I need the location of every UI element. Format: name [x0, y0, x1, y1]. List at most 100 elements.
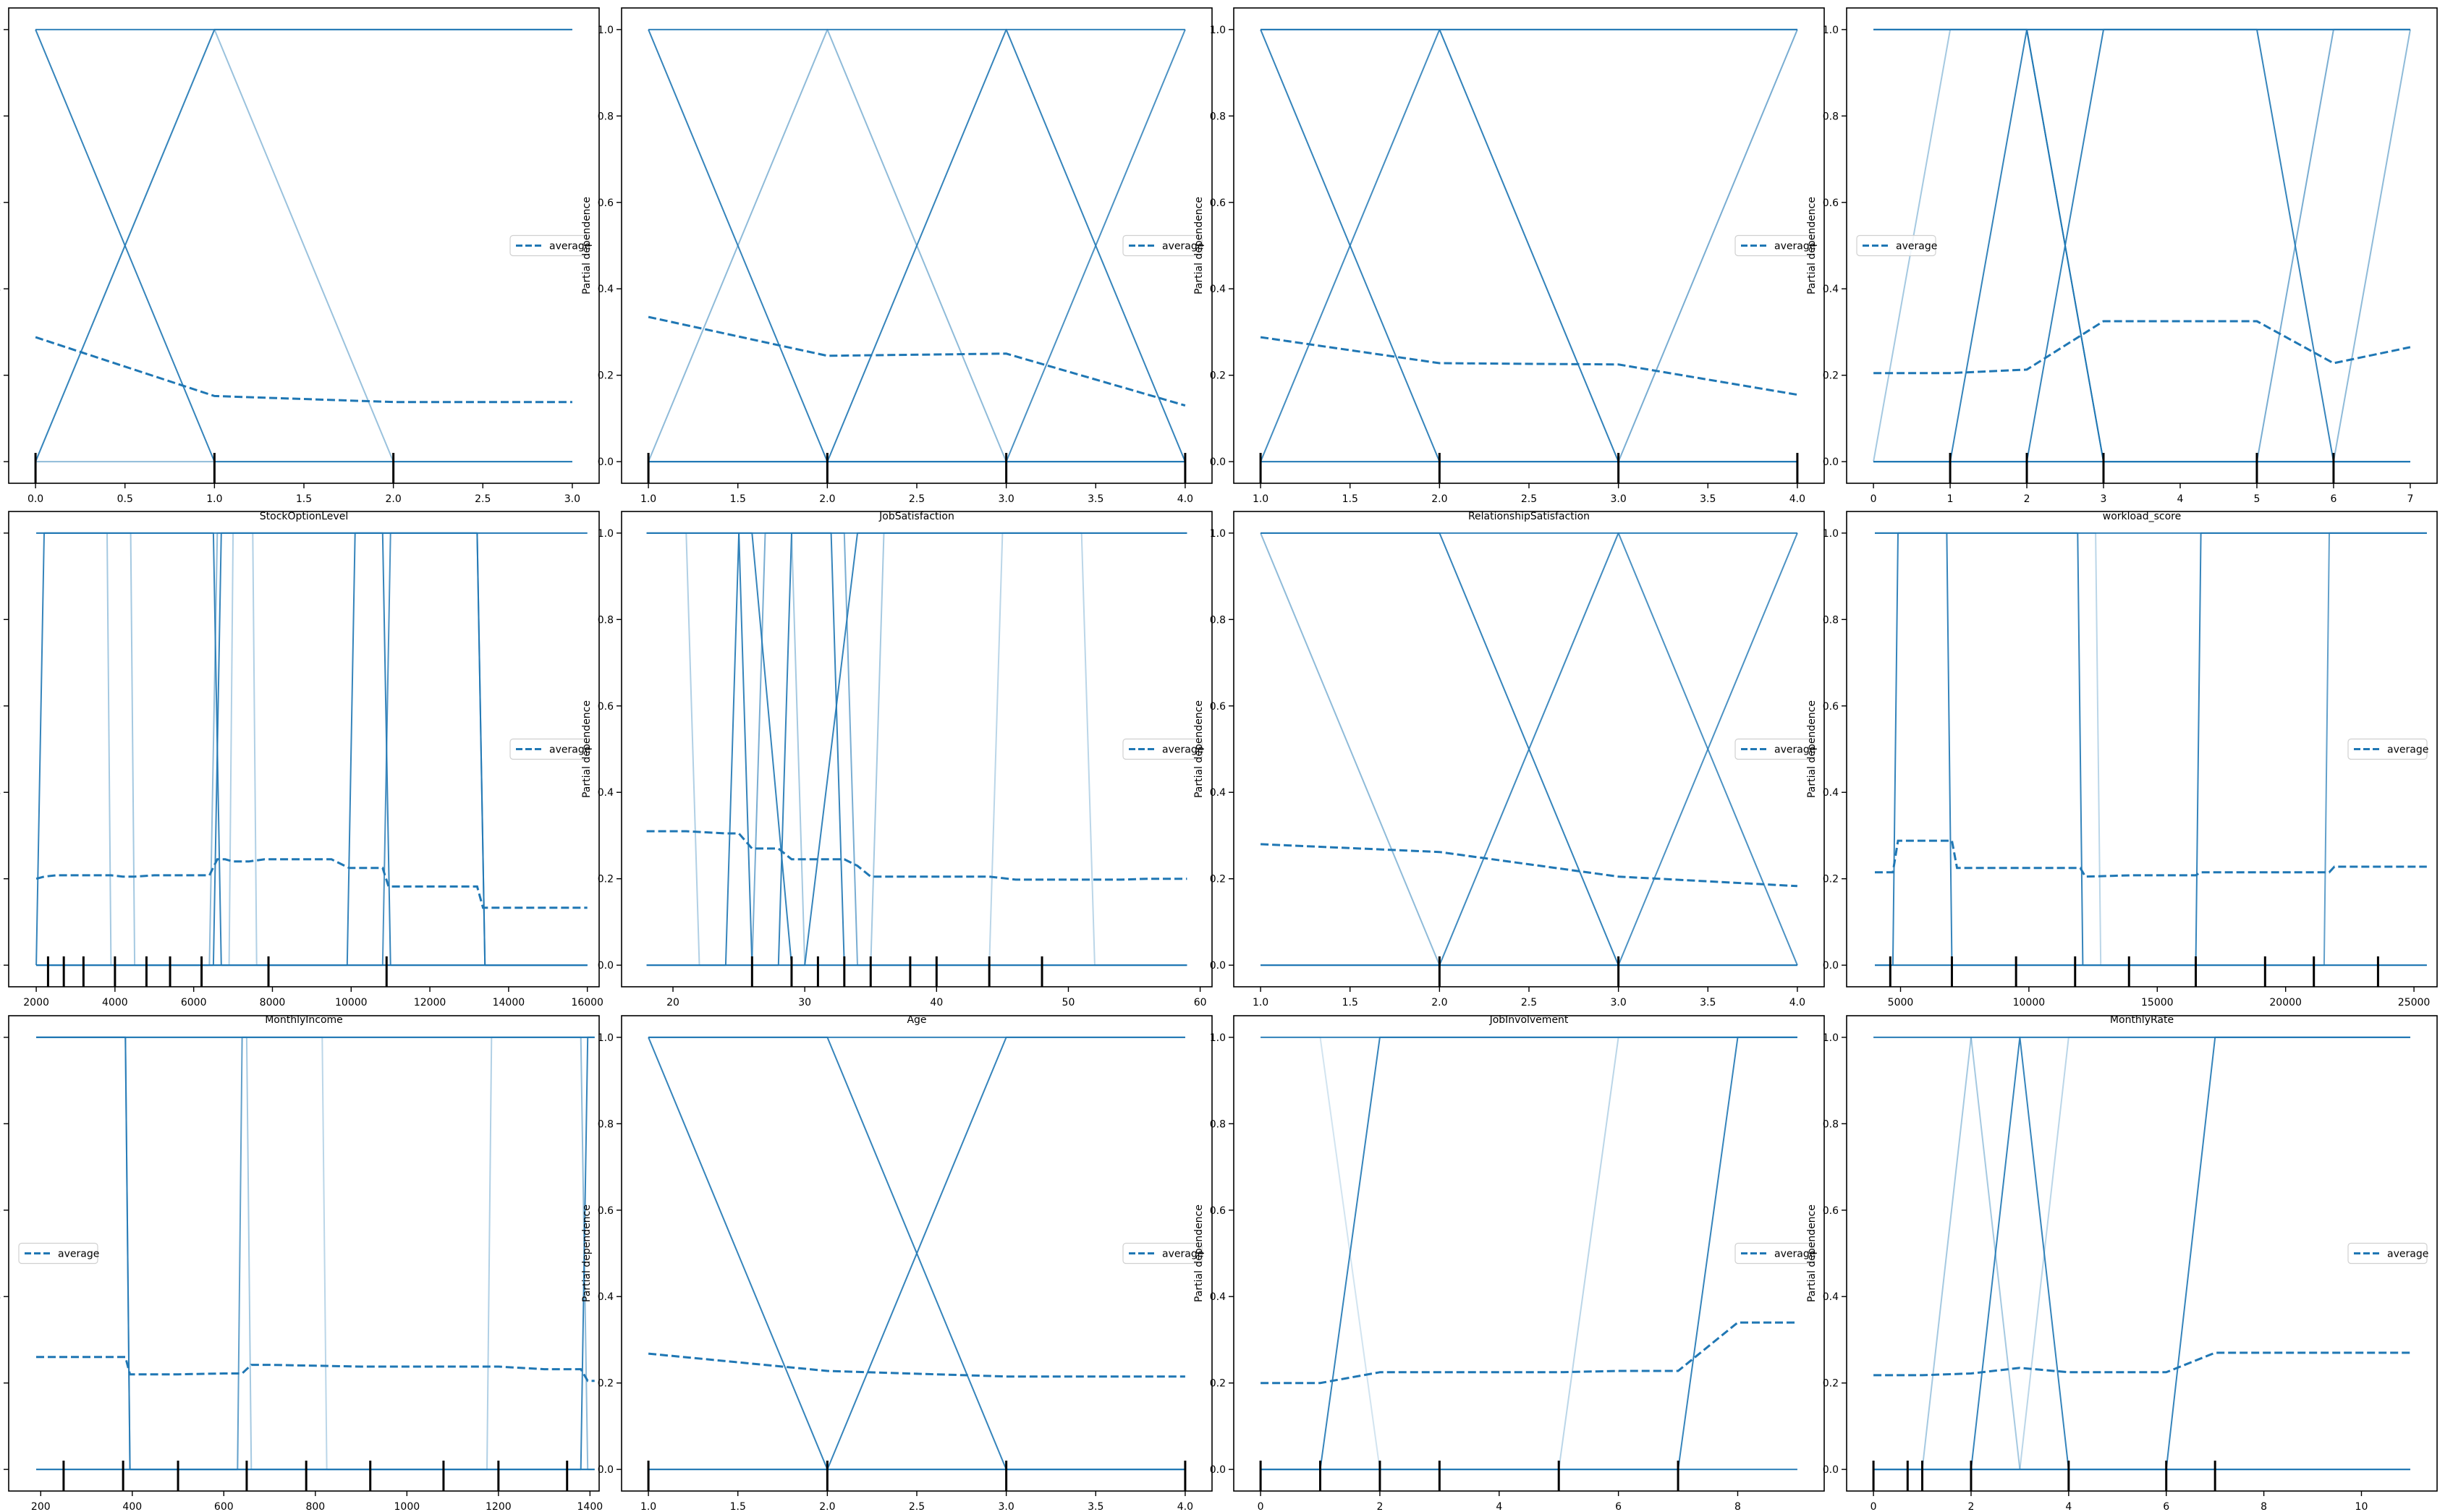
- x-tick-label: 50: [1062, 997, 1075, 1008]
- y-tick-label: 0.6: [1823, 1205, 1839, 1217]
- pd-panel: 2000 4000 6000 8000 10000 12000 14000 16000 0.0 0…: [0, 511, 603, 1026]
- pd-panel: 1.0 1.5 2.0 2.5 3.0 3.5 4.0 0.0 0.2 0.4 0.6 0.8 1.0 J…: [581, 7, 1213, 522]
- x-tick-label: 0: [1871, 493, 1877, 505]
- x-tick-label: 1.0: [640, 493, 656, 505]
- legend-label: average: [1162, 744, 1203, 756]
- x-tick-label: 6: [2330, 493, 2337, 505]
- y-axis-label: Partial dependence: [1806, 700, 1818, 798]
- x-tick-label: 2.5: [909, 1501, 925, 1512]
- plot-area: [648, 28, 1186, 463]
- y-tick-label: 1.0: [1823, 1032, 1839, 1044]
- x-tick-label: 1.5: [1342, 493, 1358, 505]
- y-tick-label: 0.6: [0, 701, 1, 713]
- x-tick-label: 600: [214, 1501, 234, 1512]
- x-axis-label: RelationshipSatisfaction: [1468, 511, 1590, 522]
- x-tick-label: 8000: [260, 997, 286, 1008]
- y-tick-label: 0.6: [1823, 701, 1839, 713]
- y-tick-label: 0.0: [598, 960, 614, 972]
- x-tick-label: 14000: [493, 997, 525, 1008]
- y-tick-label: 0.0: [1823, 1464, 1839, 1476]
- x-tick-label: 4.0: [1177, 493, 1193, 505]
- x-tick-label: 2.0: [1431, 997, 1447, 1008]
- y-tick-label: 0.2: [1823, 370, 1839, 382]
- ice-line: [36, 532, 588, 967]
- x-tick-label: 4000: [102, 997, 128, 1008]
- ice-line: [36, 1036, 595, 1471]
- x-tick-label: 1.0: [1253, 493, 1268, 505]
- x-tick-label: 800: [305, 1501, 325, 1512]
- x-axis-label: Age: [907, 1014, 926, 1026]
- y-tick-label: 0.8: [1823, 111, 1839, 122]
- legend-box: [2347, 738, 2428, 760]
- y-axis-label: Partial dependence: [1806, 197, 1818, 294]
- x-tick-label: 2: [2024, 493, 2030, 505]
- y-axis-label: Partial dependence: [581, 197, 593, 294]
- ice-line: [36, 532, 588, 967]
- y-tick-label: 0.8: [1210, 1118, 1226, 1130]
- x-tick-label: 2.5: [909, 493, 925, 505]
- ice-line: [1873, 1036, 2410, 1471]
- y-tick-label: 0.0: [0, 1464, 1, 1476]
- ice-line: [1261, 1036, 1797, 1471]
- y-tick-label: 0.8: [598, 111, 614, 122]
- y-axis-label: Partial dependence: [1806, 1205, 1818, 1302]
- x-tick-label: 4: [1496, 1501, 1502, 1512]
- y-tick-label: 1.0: [1210, 25, 1226, 36]
- x-axis-label: workload_score: [2103, 511, 2181, 522]
- ice-line: [1873, 28, 2410, 462]
- legend-box: [1122, 234, 1203, 257]
- ice-line: [1875, 532, 2427, 967]
- x-tick-label: 2.0: [1431, 493, 1447, 505]
- x-tick-label: 3.0: [1611, 493, 1627, 505]
- ice-line: [36, 1036, 595, 1471]
- ice-line: [36, 532, 588, 967]
- ice-line: [1873, 1036, 2410, 1471]
- y-tick-label: 0.2: [0, 874, 1, 885]
- y-tick-label: 0.4: [1210, 1291, 1226, 1303]
- legend: average: [2347, 1242, 2428, 1265]
- y-tick-label: 0.4: [0, 1291, 1, 1303]
- y-tick-label: 1.0: [598, 1032, 614, 1044]
- x-tick-label: 2.5: [1521, 493, 1537, 505]
- x-tick-label: 15000: [2141, 997, 2174, 1008]
- pd-panel: 200 400 600 800 1000 1200 1400 0.0 0.2 0.4 0.6 0.8 1…: [0, 1015, 603, 1512]
- x-tick-label: 3: [2101, 493, 2107, 505]
- y-tick-label: 0.2: [1210, 874, 1226, 885]
- plot-area: [1873, 28, 2411, 463]
- pd-panel: 1.0 1.5 2.0 2.5 3.0 3.5 4.0 0.0 0.2 0.4 0.6 0.8 1.0 J…: [1193, 511, 1825, 1026]
- x-tick-label: 2.0: [819, 1501, 835, 1512]
- x-tick-label: 2: [1376, 1501, 1383, 1512]
- y-tick-label: 0.6: [0, 198, 1, 209]
- legend: average: [1734, 1242, 1816, 1265]
- y-tick-label: 0.4: [1210, 284, 1226, 295]
- x-tick-label: 20000: [2269, 997, 2302, 1008]
- x-tick-label: 2: [1968, 1501, 1975, 1512]
- y-tick-label: 0.0: [0, 960, 1, 972]
- legend-label: average: [1162, 1249, 1203, 1260]
- x-tick-label: 12000: [414, 997, 446, 1008]
- x-tick-label: 2.5: [475, 493, 491, 505]
- ice-line: [1261, 1036, 1797, 1471]
- legend-label: average: [549, 744, 590, 756]
- legend-label: average: [2387, 1249, 2428, 1260]
- y-tick-label: 1.0: [598, 25, 614, 36]
- y-tick-label: 1.0: [1823, 528, 1839, 540]
- y-tick-label: 0.4: [1823, 787, 1839, 799]
- x-tick-label: 2.0: [386, 493, 402, 505]
- ice-line: [1873, 28, 2410, 463]
- average-line: [646, 830, 1187, 881]
- y-tick-label: 0.8: [0, 111, 1, 122]
- legend: average: [1856, 234, 1937, 257]
- legend-box: [1856, 234, 1936, 257]
- pd-panel: 20 30 40 50 60 0.0 0.2 0.4 0.6 0.8 1.0 Age Partial d…: [581, 511, 1213, 1026]
- y-tick-label: 0.6: [0, 1205, 1, 1217]
- plot-area: [646, 532, 1187, 967]
- x-tick-label: 3.5: [1700, 997, 1716, 1008]
- legend: average: [2347, 738, 2428, 760]
- legend: average: [509, 738, 590, 760]
- y-tick-label: 0.8: [0, 614, 1, 626]
- x-axis-label: StockOptionLevel: [260, 511, 348, 522]
- x-tick-label: 60: [1194, 997, 1207, 1008]
- legend-box: [1122, 738, 1203, 760]
- x-tick-label: 0: [1871, 1501, 1877, 1512]
